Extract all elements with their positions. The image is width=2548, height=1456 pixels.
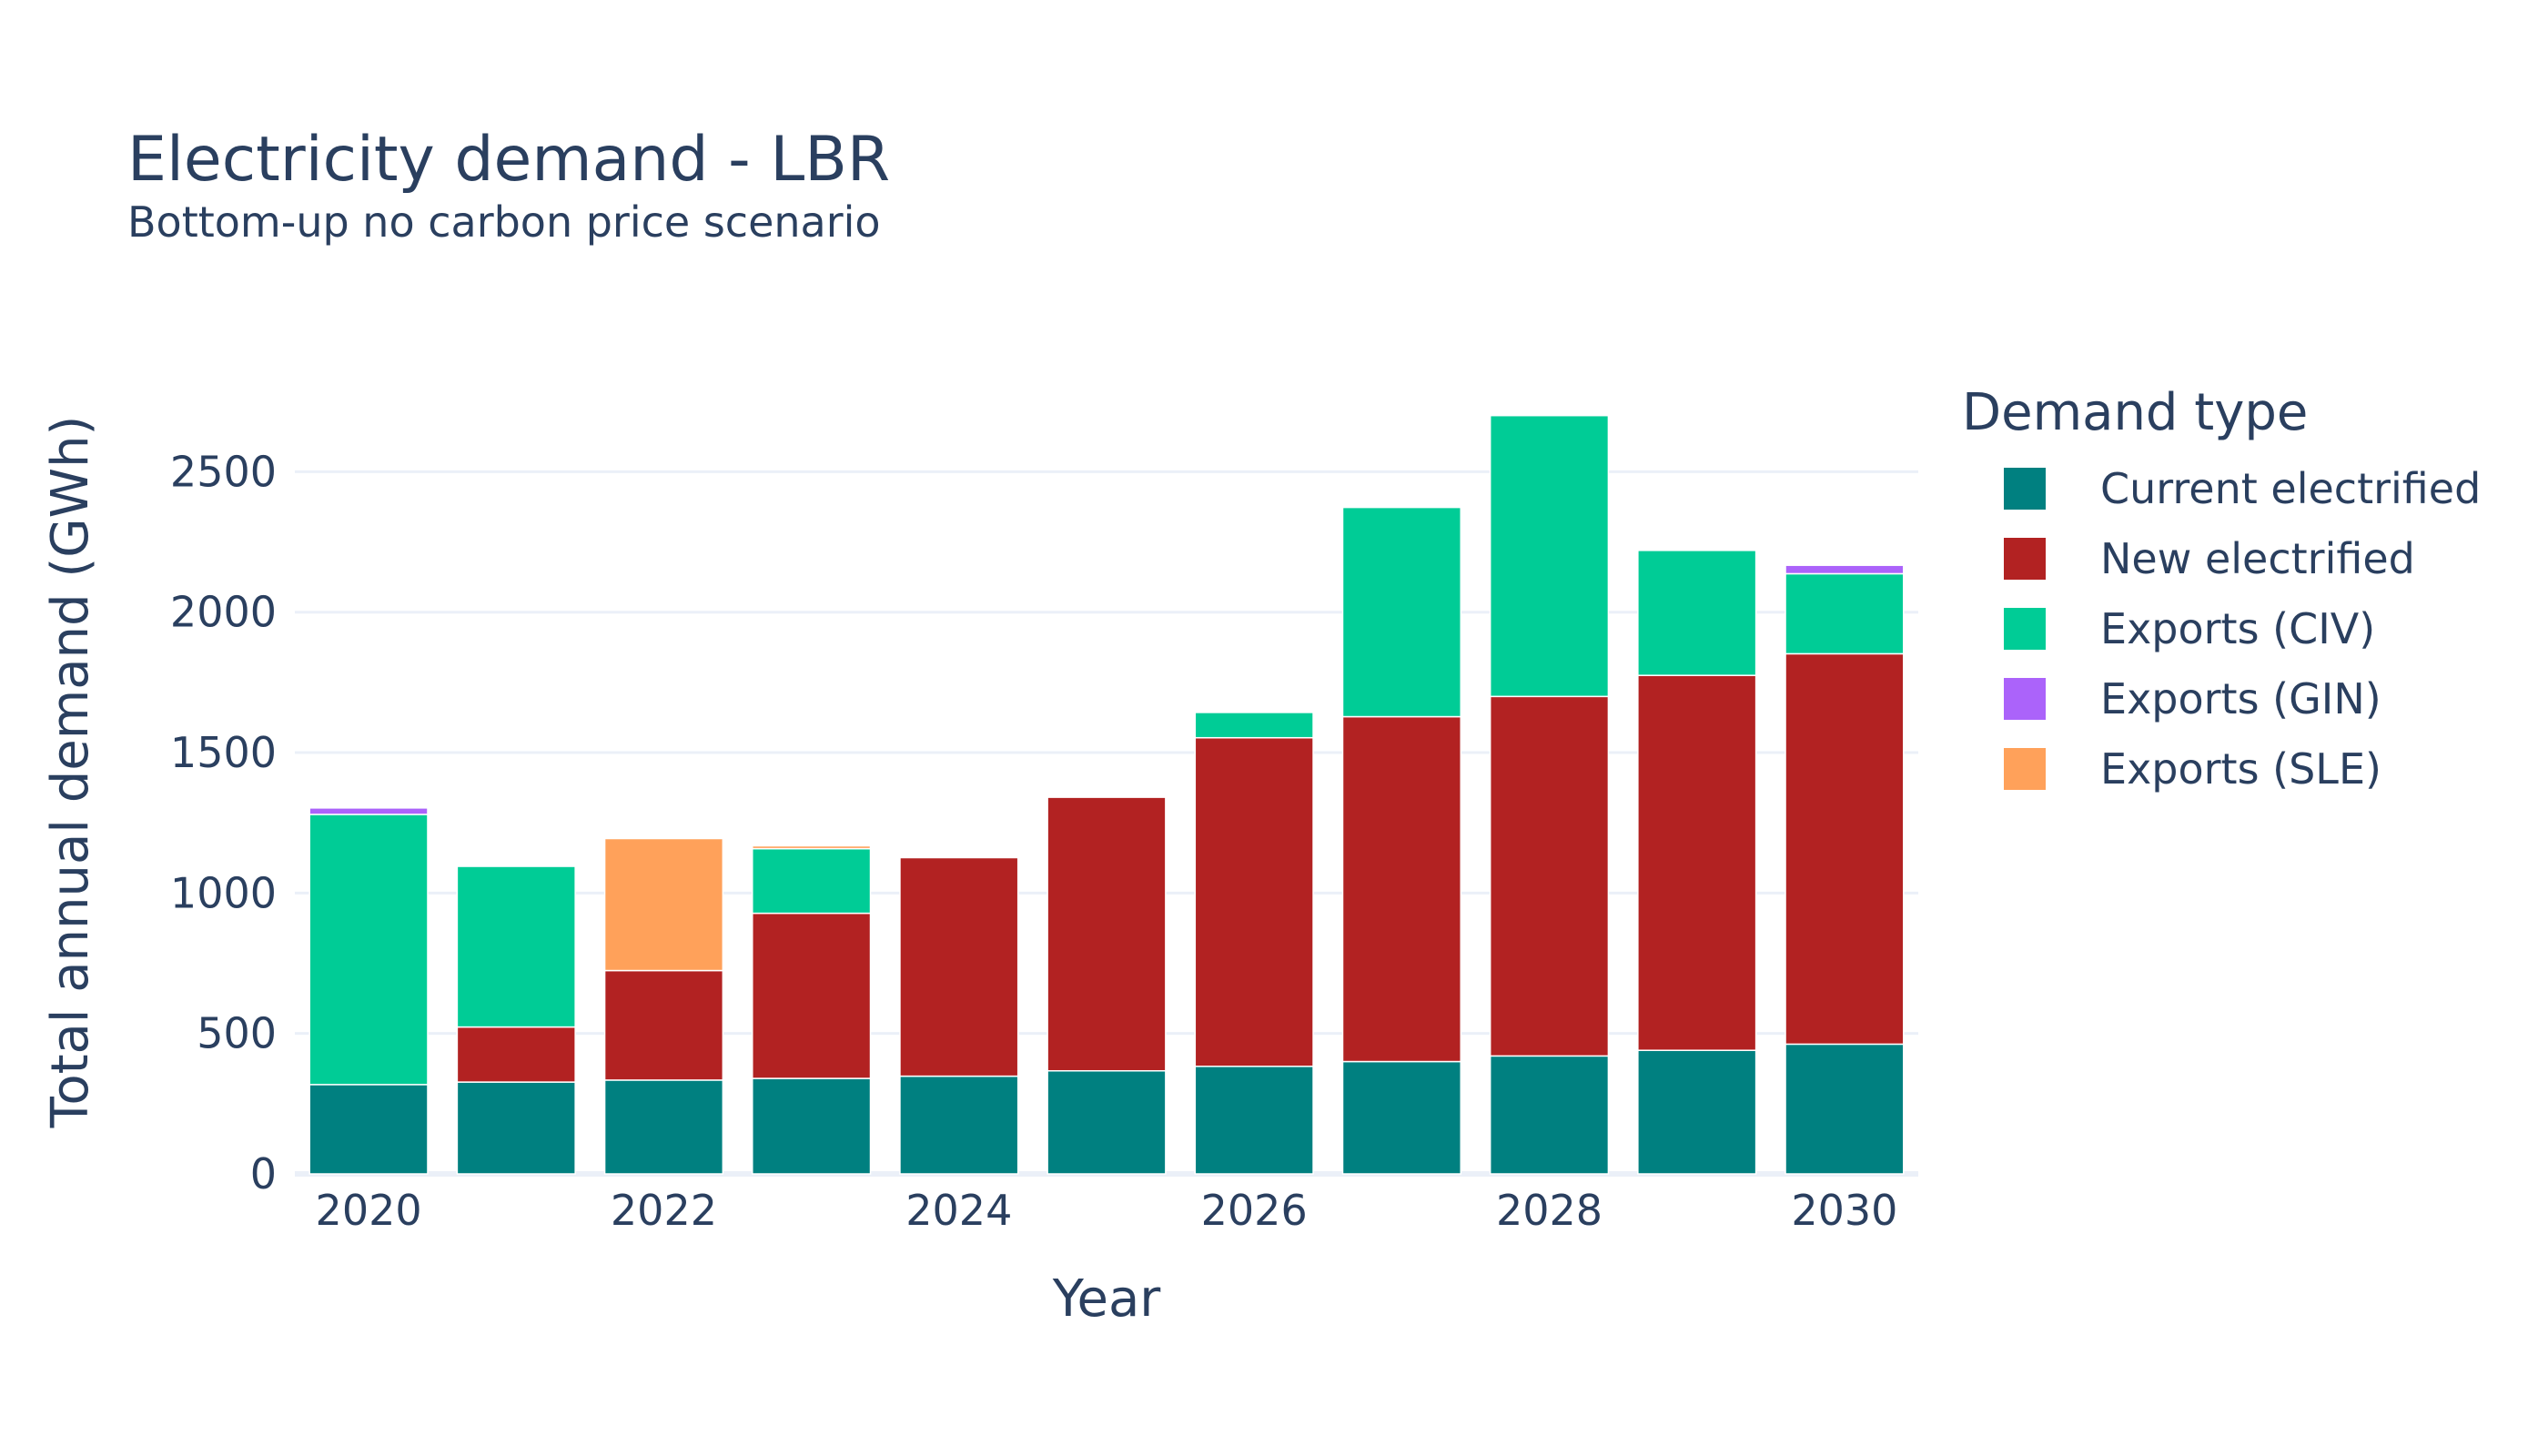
legend-item-label: Current electrified	[2100, 464, 2481, 513]
chart-title: Electricity demand - LBR	[127, 124, 890, 196]
bars	[308, 414, 1905, 1175]
chart-subtitle: Bottom-up no carbon price scenario	[127, 197, 881, 247]
y-tick-label: 2000	[170, 588, 277, 637]
bar-segment	[456, 1026, 576, 1083]
bar-segment	[752, 844, 872, 850]
legend-title: Demand type	[1962, 383, 2308, 442]
bar-segment	[603, 969, 724, 1081]
x-tick-label: 2030	[1791, 1186, 1897, 1235]
legend: Demand type Current electrified New elect…	[1962, 383, 2481, 794]
bar-segment	[1046, 796, 1167, 1072]
legend-swatch	[2004, 608, 2046, 650]
bar-segment	[1637, 674, 1757, 1051]
bar-segment	[1194, 1066, 1314, 1175]
y-tick-label: 1000	[170, 868, 277, 917]
bar-segment	[1046, 1069, 1167, 1175]
bar-segment	[308, 807, 429, 815]
bar-segment	[456, 865, 576, 1028]
legend-item-label: Exports (GIN)	[2100, 674, 2381, 723]
x-tick-label: 2022	[611, 1186, 717, 1235]
bar-segment	[1341, 715, 1461, 1063]
bar-segment	[1785, 652, 1905, 1046]
bar-segment	[1785, 564, 1905, 575]
bar-segment	[1341, 506, 1461, 718]
bar-segment	[1489, 1055, 1610, 1175]
bar-segment	[603, 837, 724, 972]
legend-item-label: Exports (CIV)	[2100, 604, 2375, 653]
bar-segment	[752, 847, 872, 915]
y-axis-title: Total annual demand (GWh)	[41, 416, 100, 1129]
bar-segment	[899, 856, 1019, 1077]
legend-swatch	[2004, 468, 2046, 510]
x-tick-label: 2026	[1201, 1186, 1308, 1235]
legend-item-label: Exports (SLE)	[2100, 744, 2381, 794]
bar-segment	[1785, 1043, 1905, 1175]
x-tick-label: 2028	[1496, 1186, 1603, 1235]
legend-item-label: New electrified	[2100, 534, 2415, 583]
bar-segment	[1489, 414, 1610, 698]
bar-segment	[1489, 695, 1610, 1057]
bar-segment	[308, 814, 429, 1086]
bar-segment	[899, 1075, 1019, 1175]
y-tick-label: 2500	[170, 447, 277, 496]
y-tick-label: 1500	[170, 728, 277, 777]
bar-segment	[1785, 572, 1905, 655]
bar-segment	[308, 1084, 429, 1175]
legend-swatch	[2004, 538, 2046, 580]
bar-segment	[1194, 736, 1314, 1067]
x-axis-ticks: 2020 2022 2024 2026 2028 2030	[316, 1186, 1898, 1235]
y-tick-label: 0	[250, 1149, 277, 1198]
x-tick-label: 2020	[316, 1186, 422, 1235]
bar-segment	[752, 912, 872, 1079]
legend-swatch	[2004, 678, 2046, 720]
y-axis-ticks: 0 500 1000 1500 2000 2500	[170, 447, 277, 1198]
bar-segment	[1637, 1049, 1757, 1175]
bar-segment	[1637, 550, 1757, 676]
y-tick-label: 500	[197, 1009, 277, 1058]
x-tick-label: 2024	[905, 1186, 1012, 1235]
legend-swatch	[2004, 748, 2046, 790]
bar-segment	[603, 1079, 724, 1175]
bar-segment	[1341, 1060, 1461, 1175]
bar-segment	[456, 1081, 576, 1175]
bar-segment	[1194, 712, 1314, 739]
x-axis-title: Year	[1052, 1269, 1162, 1329]
bar-segment	[752, 1077, 872, 1175]
